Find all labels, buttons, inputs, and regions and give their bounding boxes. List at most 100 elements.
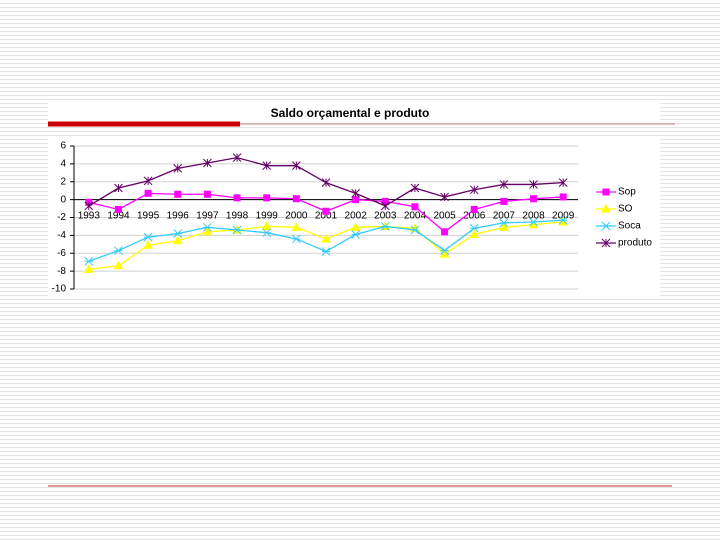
x-tick-label: 1997	[196, 210, 219, 221]
point	[558, 216, 569, 226]
legend-label: produto	[618, 238, 652, 249]
point	[292, 195, 300, 203]
point	[350, 222, 361, 231]
point	[439, 249, 450, 258]
point	[143, 232, 153, 242]
point	[263, 194, 271, 202]
point	[559, 193, 567, 201]
point	[261, 221, 272, 230]
x-tick-label: 2008	[522, 210, 545, 221]
point	[203, 222, 212, 232]
chart-title: Saldo orçamental e produto	[271, 106, 430, 120]
point	[529, 180, 538, 189]
point	[321, 178, 331, 187]
y-tick-label: -8	[57, 266, 66, 277]
x-tick-label: 1993	[78, 210, 101, 221]
x-tick-label: 1995	[137, 210, 160, 221]
legend-marker	[602, 188, 610, 196]
point	[469, 229, 480, 238]
point	[84, 256, 94, 266]
point	[352, 196, 360, 204]
title-bg	[48, 100, 660, 120]
point	[441, 228, 449, 236]
point	[530, 195, 538, 203]
x-tick-label: 2004	[404, 210, 427, 221]
point	[291, 222, 302, 231]
point	[351, 230, 361, 239]
point	[291, 234, 301, 244]
point	[232, 225, 242, 235]
y-tick-label: 6	[60, 141, 66, 152]
point	[173, 229, 183, 238]
point	[172, 235, 183, 245]
point	[469, 185, 479, 195]
x-tick-label: 2009	[552, 210, 575, 221]
point	[143, 240, 153, 249]
y-tick-label: -4	[57, 230, 66, 241]
point	[114, 205, 122, 213]
point	[500, 197, 508, 205]
x-tick-label: 2000	[285, 210, 308, 221]
x-tick-label: 2001	[315, 210, 338, 221]
point	[144, 189, 152, 197]
y-tick-label: 4	[60, 159, 66, 170]
point	[321, 233, 331, 243]
x-tick-label: 2006	[463, 210, 486, 221]
point	[233, 194, 241, 202]
y-tick-label: 2	[60, 176, 66, 187]
point	[262, 228, 272, 238]
point	[411, 203, 419, 211]
x-tick-label: 2007	[493, 210, 516, 221]
point	[113, 260, 124, 270]
legend-label: Soca	[618, 221, 641, 232]
point	[410, 183, 420, 193]
point	[470, 205, 478, 213]
point	[440, 246, 449, 255]
point	[143, 176, 153, 186]
point	[203, 190, 211, 198]
point	[410, 225, 420, 235]
point	[262, 161, 272, 171]
x-tick-label: 2005	[433, 210, 456, 221]
point	[321, 247, 331, 256]
legend-label: Sop	[618, 187, 636, 198]
point	[499, 180, 509, 189]
y-tick-label: -6	[57, 248, 66, 259]
point	[322, 207, 330, 215]
point	[380, 201, 390, 211]
point	[114, 183, 123, 193]
point	[83, 264, 94, 273]
point	[202, 226, 213, 236]
x-tick-label: 1994	[107, 210, 130, 221]
point	[232, 153, 242, 162]
point	[558, 215, 568, 225]
x-tick-label: 1999	[256, 210, 279, 221]
point	[173, 163, 183, 173]
legend-marker	[601, 238, 611, 248]
point	[291, 161, 301, 171]
y-tick-label: -2	[57, 212, 66, 223]
point	[203, 158, 212, 168]
x-tick-label: 2003	[374, 210, 397, 221]
point	[380, 222, 390, 231]
point	[558, 178, 568, 187]
point	[351, 189, 361, 198]
x-tick-label: 2002	[345, 210, 368, 221]
x-tick-label: 1996	[167, 210, 190, 221]
point	[84, 201, 94, 211]
point	[499, 222, 509, 231]
y-tick-label: -10	[52, 284, 67, 295]
point	[499, 218, 509, 228]
point	[529, 217, 538, 227]
point	[440, 192, 449, 202]
point	[469, 223, 479, 233]
legend-marker	[601, 221, 611, 231]
point	[114, 246, 123, 255]
point	[174, 190, 182, 198]
legend-marker	[601, 203, 611, 213]
y-tick-label: 0	[60, 194, 66, 205]
legend-label: SO	[618, 204, 633, 215]
x-tick-label: 1998	[226, 210, 249, 221]
